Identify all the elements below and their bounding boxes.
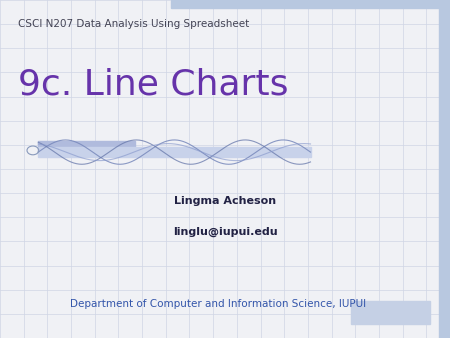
Bar: [38, 141, 135, 154]
Text: Lingma Acheson: Lingma Acheson: [174, 196, 276, 206]
Bar: [38, 147, 310, 157]
Text: CSCI N207 Data Analysis Using Spreadsheet: CSCI N207 Data Analysis Using Spreadshee…: [18, 19, 249, 29]
Text: Department of Computer and Information Science, IUPUI: Department of Computer and Information S…: [70, 299, 366, 309]
Bar: [171, 0, 450, 8]
Bar: [439, 8, 450, 338]
Text: linglu@iupui.edu: linglu@iupui.edu: [173, 226, 277, 237]
Text: 9c. Line Charts: 9c. Line Charts: [18, 68, 288, 102]
Bar: [351, 301, 430, 324]
